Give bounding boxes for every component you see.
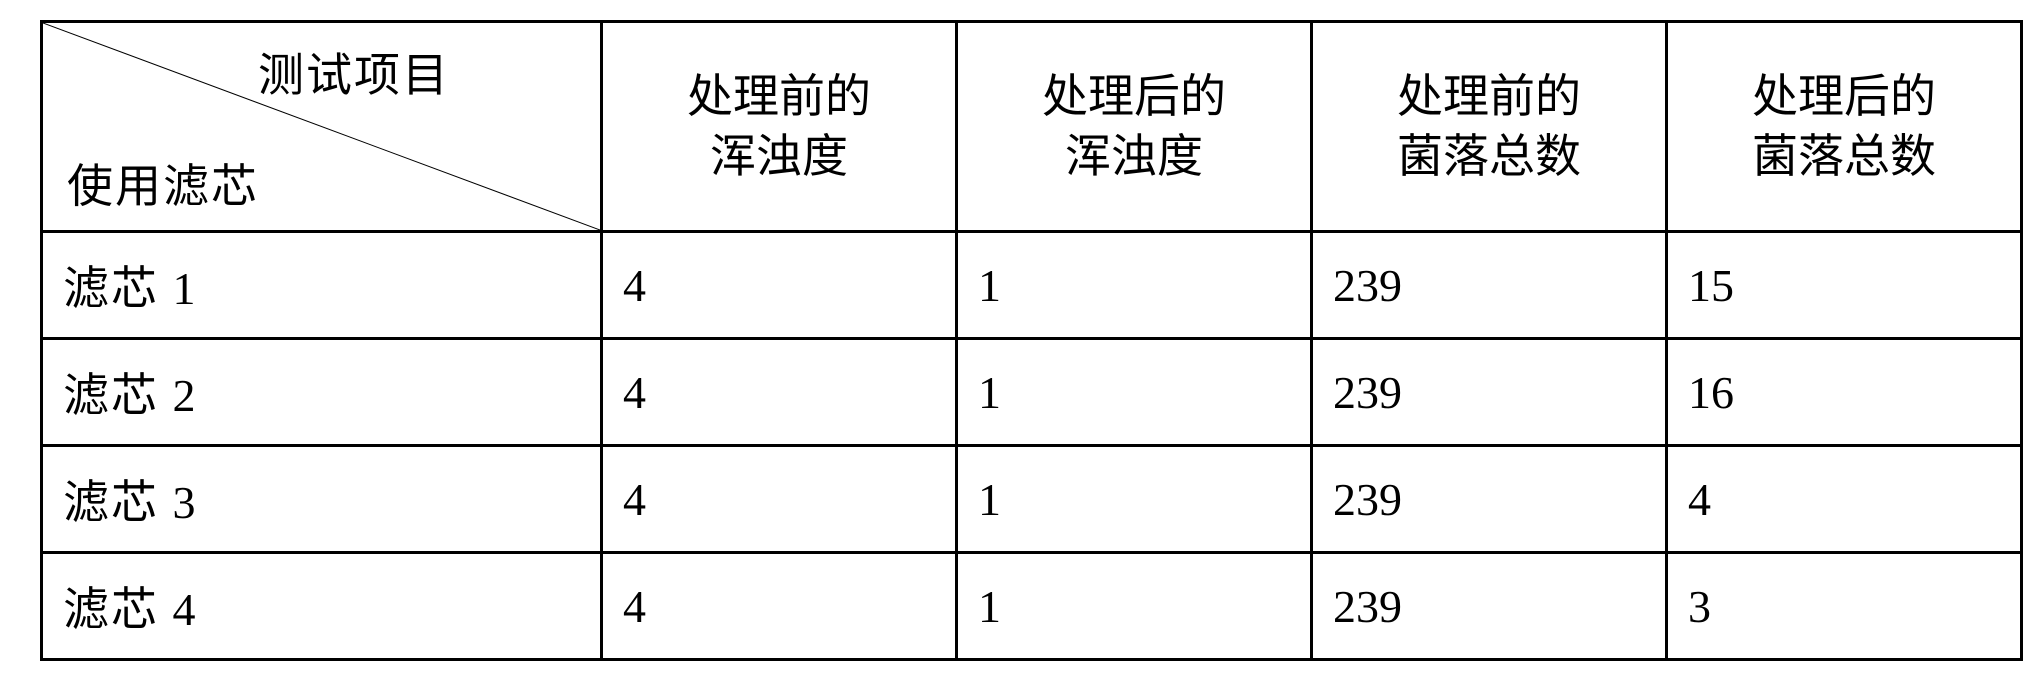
row-label: 滤芯 4 — [42, 553, 602, 660]
row-label: 滤芯 3 — [42, 446, 602, 553]
row-label: 滤芯 1 — [42, 232, 602, 339]
cell-value: 239 — [1312, 446, 1667, 553]
cell-value: 1 — [957, 446, 1312, 553]
cell-value: 4 — [602, 446, 957, 553]
cell-value: 239 — [1312, 553, 1667, 660]
col-header-colonies-before: 处理前的 菌落总数 — [1312, 22, 1667, 232]
col-header-line2: 浑浊度 — [613, 127, 945, 187]
diag-top-label: 测试项目 — [258, 39, 450, 105]
table-header-row: 测试项目 使用滤芯 处理前的 浑浊度 处理后的 浑浊度 处理前的 菌落总数 处理… — [42, 22, 2022, 232]
col-header-turbidity-after: 处理后的 浑浊度 — [957, 22, 1312, 232]
table-row: 滤芯 1 4 1 239 15 — [42, 232, 2022, 339]
cell-value: 239 — [1312, 232, 1667, 339]
row-label: 滤芯 2 — [42, 339, 602, 446]
col-header-line2: 浑浊度 — [968, 127, 1300, 187]
cell-value: 3 — [1667, 553, 2022, 660]
table-row: 滤芯 2 4 1 239 16 — [42, 339, 2022, 446]
col-header-line2: 菌落总数 — [1323, 127, 1655, 187]
cell-value: 4 — [602, 553, 957, 660]
cell-value: 4 — [602, 232, 957, 339]
col-header-colonies-after: 处理后的 菌落总数 — [1667, 22, 2022, 232]
col-header-line1: 处理前的 — [613, 67, 945, 127]
table-row: 滤芯 4 4 1 239 3 — [42, 553, 2022, 660]
cell-value: 4 — [602, 339, 957, 446]
cell-value: 239 — [1312, 339, 1667, 446]
col-header-line1: 处理后的 — [1678, 67, 2010, 127]
cell-value: 1 — [957, 553, 1312, 660]
diag-bottom-label: 使用滤芯 — [67, 150, 259, 216]
col-header-line1: 处理后的 — [968, 67, 1300, 127]
filter-results-table: 测试项目 使用滤芯 处理前的 浑浊度 处理后的 浑浊度 处理前的 菌落总数 处理… — [40, 20, 2023, 661]
diagonal-header-cell: 测试项目 使用滤芯 — [42, 22, 602, 232]
table-row: 滤芯 3 4 1 239 4 — [42, 446, 2022, 553]
col-header-line2: 菌落总数 — [1678, 127, 2010, 187]
cell-value: 16 — [1667, 339, 2022, 446]
cell-value: 1 — [957, 232, 1312, 339]
col-header-line1: 处理前的 — [1323, 67, 1655, 127]
col-header-turbidity-before: 处理前的 浑浊度 — [602, 22, 957, 232]
cell-value: 4 — [1667, 446, 2022, 553]
cell-value: 1 — [957, 339, 1312, 446]
cell-value: 15 — [1667, 232, 2022, 339]
